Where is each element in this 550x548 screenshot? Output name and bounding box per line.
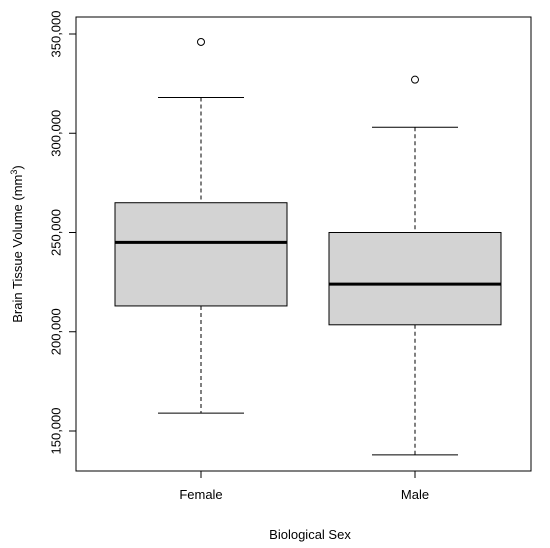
y-axis-label: Brain Tissue Volume (mm3) [9, 165, 25, 322]
boxes [114, 37, 502, 456]
y-tick-label: 250,000 [49, 209, 64, 256]
box-group [114, 37, 288, 414]
y-tick-label: 150,000 [49, 408, 64, 455]
y-axis-label-main: Brain Tissue Volume (mm [10, 175, 25, 323]
x-axis: Female Male [179, 470, 429, 502]
y-axis-label-superscript: 3 [9, 170, 19, 175]
outlier-point [197, 37, 205, 46]
iqr-box [114, 202, 288, 307]
x-axis-label: Biological Sex [269, 527, 351, 542]
y-axis: 150,000 200,000 250,000 300,000 350,000 [49, 11, 77, 455]
y-tick-label: 300,000 [49, 110, 64, 157]
x-tick-label: Male [401, 487, 429, 502]
x-tick-label: Female [179, 487, 222, 502]
y-axis-label-suffix: ) [10, 165, 25, 169]
y-tick-label: 200,000 [49, 308, 64, 355]
iqr-box [328, 232, 502, 326]
box-group [328, 75, 502, 456]
y-tick-label: 350,000 [49, 11, 64, 58]
outlier-point [411, 75, 419, 84]
